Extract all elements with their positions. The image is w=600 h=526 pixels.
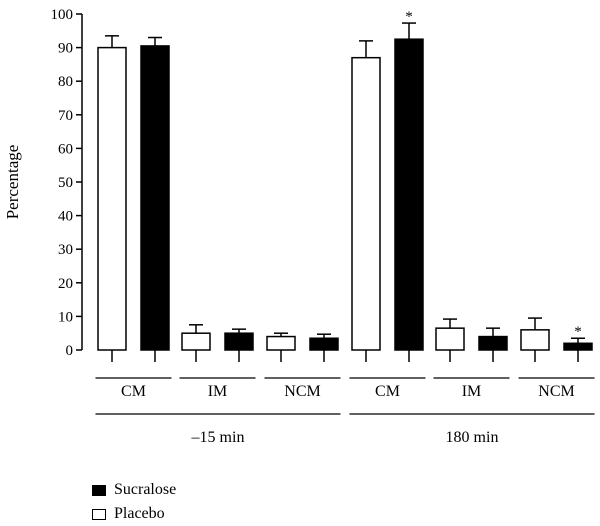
y-tick-label: 20 <box>58 276 73 292</box>
group-label: –15 min <box>191 429 245 446</box>
bar-sucralose-3 <box>394 38 424 351</box>
bar-placebo-0 <box>97 46 127 351</box>
y-tick-label: 100 <box>51 7 74 23</box>
significance-marker: * <box>574 324 582 340</box>
category-label: NCM <box>538 383 574 400</box>
y-tick-label: 60 <box>58 141 73 157</box>
category-label: NCM <box>284 383 320 400</box>
y-tick-label: 10 <box>58 309 73 325</box>
legend-swatch-placebo <box>92 508 106 520</box>
y-tick-label: 0 <box>66 343 74 359</box>
bar-placebo-1 <box>181 332 211 351</box>
significance-marker: * <box>405 9 413 25</box>
legend-label-placebo: Placebo <box>114 505 165 522</box>
legend-swatch-sucralose <box>92 484 106 496</box>
legend-item-placebo: Placebo <box>92 502 176 526</box>
bar-placebo-2 <box>266 335 296 351</box>
y-tick-label: 50 <box>58 175 73 191</box>
category-label: CM <box>121 383 146 400</box>
category-label: IM <box>208 383 228 400</box>
legend-item-sucralose: Sucralose <box>92 478 176 502</box>
bar-placebo-4 <box>435 327 465 351</box>
y-tick-label: 40 <box>58 209 73 225</box>
plot-area: 0 10 20 30 40 50 60 70 80 90 100 * * CM IM NCM CM IM NCM –1… <box>51 7 595 446</box>
legend: Sucralose Placebo <box>92 478 176 526</box>
y-axis-label: Percentage <box>3 145 22 220</box>
bar-sucralose-2 <box>309 337 339 351</box>
y-tick-label: 70 <box>58 108 73 124</box>
bar-sucralose-1 <box>224 332 254 351</box>
legend-label-sucralose: Sucralose <box>114 481 177 498</box>
category-label: IM <box>462 383 482 400</box>
category-label: CM <box>375 383 400 400</box>
y-tick-label: 30 <box>58 242 73 258</box>
bar-sucralose-0 <box>140 45 170 351</box>
bar-placebo-5 <box>520 329 550 351</box>
bar-sucralose-4 <box>478 335 508 351</box>
y-tick-label: 90 <box>58 41 73 57</box>
bar-placebo-3 <box>351 56 381 351</box>
y-tick-label: 80 <box>58 74 73 90</box>
group-label: 180 min <box>446 429 499 446</box>
bar-sucralose-5 <box>563 342 593 351</box>
